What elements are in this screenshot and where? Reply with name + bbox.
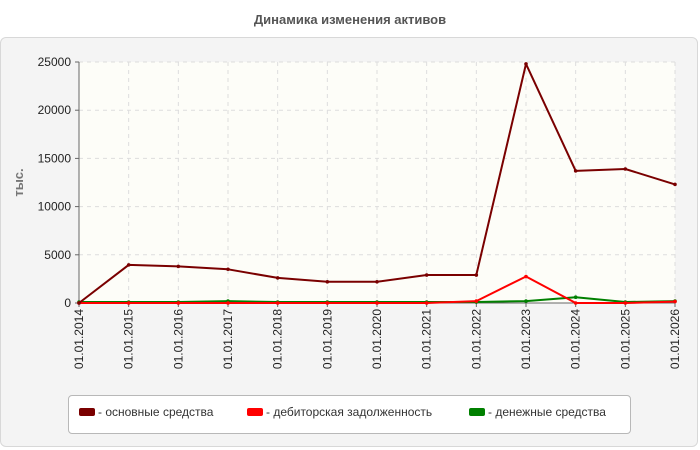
x-tick-label: 01.01.2016 [171, 309, 185, 369]
line-chart: 0 5000 10000 15000 20000 25000 01.01.2014 01.01… [11, 55, 682, 369]
x-tick-label: 01.01.2026 [668, 309, 682, 369]
data-point [77, 301, 81, 305]
x-tick-label: 01.01.2022 [469, 309, 483, 369]
legend-label-fixed-assets: - основные средства [98, 405, 214, 419]
legend-label-cash: - денежные средства [488, 405, 606, 419]
x-tick-label: 01.01.2020 [370, 309, 384, 369]
data-point [176, 301, 181, 305]
data-point [673, 182, 677, 187]
data-point [226, 301, 230, 305]
legend-swatch-receivables [247, 408, 263, 416]
y-tick-label: 25000 [38, 55, 72, 69]
data-point [126, 301, 131, 305]
data-point [524, 299, 528, 303]
data-point [573, 295, 578, 300]
y-axis-label: тыс. [11, 168, 26, 196]
data-point [474, 273, 479, 277]
chart-title: Динамика изменения активов [253, 12, 447, 27]
y-tick-label: 15000 [38, 151, 72, 165]
x-tick-label: 01.01.2023 [519, 309, 533, 369]
y-tick-label: 20000 [38, 103, 72, 117]
x-tick-label: 01.01.2021 [420, 309, 434, 369]
y-tick-label: 10000 [38, 200, 72, 214]
data-point [424, 273, 429, 277]
data-point [126, 263, 131, 267]
legend-item-cash: - денежные средства [469, 404, 606, 420]
data-point [375, 301, 379, 305]
data-point [524, 62, 528, 66]
data-point [573, 301, 578, 305]
chart-legend: - основные средства - дебиторская задолж… [68, 395, 631, 434]
legend-item-fixed-assets: - основные средства [79, 404, 213, 420]
data-point [325, 279, 330, 284]
data-point [573, 169, 578, 173]
y-tick-label: 5000 [44, 248, 71, 262]
data-point [325, 301, 330, 305]
data-point [524, 274, 528, 279]
x-tick-label: 01.01.2024 [569, 309, 583, 369]
data-point [375, 279, 379, 284]
y-tick-label: 0 [64, 296, 71, 310]
x-tick-label: 01.01.2017 [221, 309, 235, 369]
x-tick-label: 01.01.2019 [320, 309, 334, 369]
legend-item-receivables: - дебиторская задолженность [247, 404, 432, 420]
x-tick-label: 01.01.2018 [271, 309, 285, 369]
data-point [275, 276, 280, 280]
x-tick-label: 01.01.2014 [72, 309, 86, 369]
x-tick-label: 01.01.2015 [122, 309, 136, 369]
data-point [673, 299, 677, 304]
data-point [226, 267, 230, 272]
data-point [623, 167, 628, 171]
x-tick-label: 01.01.2025 [618, 309, 632, 369]
data-point [424, 301, 429, 305]
legend-swatch-fixed-assets [79, 408, 95, 416]
legend-label-receivables: - дебиторская задолженность [266, 405, 433, 419]
data-point [623, 301, 628, 305]
data-point [474, 299, 479, 303]
data-point [176, 264, 181, 269]
legend-swatch-cash [469, 408, 485, 416]
data-point [275, 301, 280, 305]
